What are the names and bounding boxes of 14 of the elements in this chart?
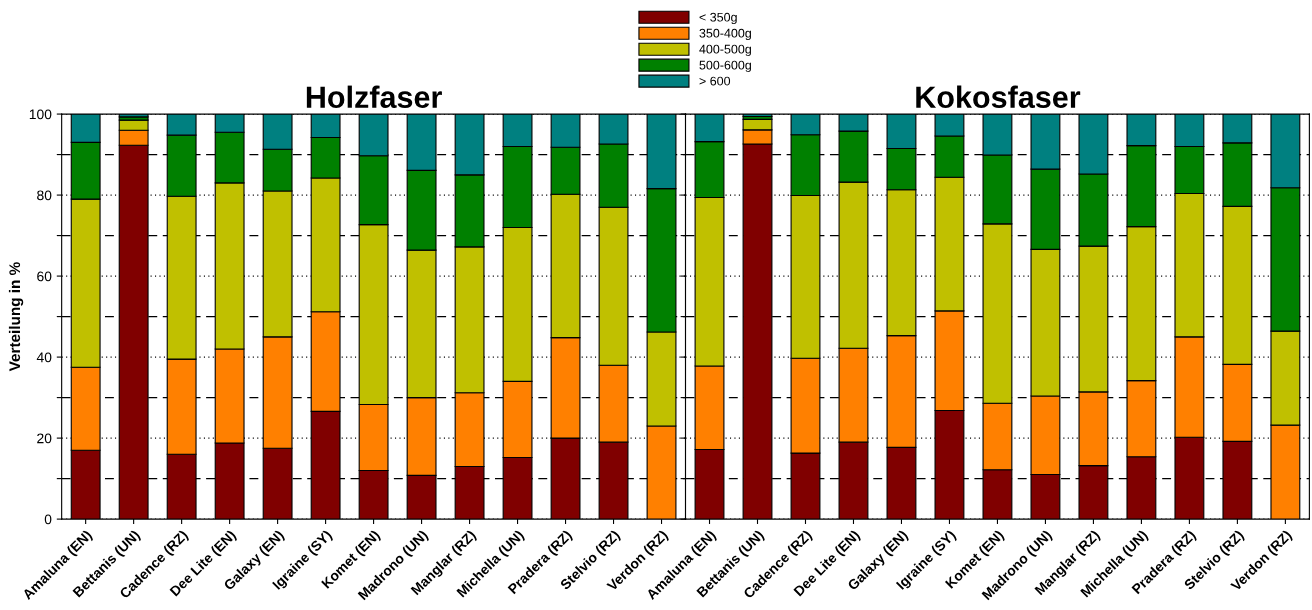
legend-label: 350-400g xyxy=(699,28,751,41)
y-axis-title: Verteilung in % xyxy=(8,262,24,372)
chart-title: Holzfaser xyxy=(306,85,442,109)
chart-title: Kokosfaser xyxy=(916,85,1081,109)
y-tick-label: 80 xyxy=(37,190,52,201)
legend-label: > 600 xyxy=(699,76,731,86)
y-tick-label: 60 xyxy=(37,271,52,282)
y-tick-label: 100 xyxy=(29,109,52,120)
y-tick-label: 0 xyxy=(44,514,52,525)
legend-label: < 350g xyxy=(699,12,737,25)
y-tick-label: 40 xyxy=(36,352,52,363)
legend-label: 500-600g xyxy=(699,60,751,72)
y-tick-label: 20 xyxy=(37,433,52,444)
legend-label: 400-500g xyxy=(699,44,751,57)
